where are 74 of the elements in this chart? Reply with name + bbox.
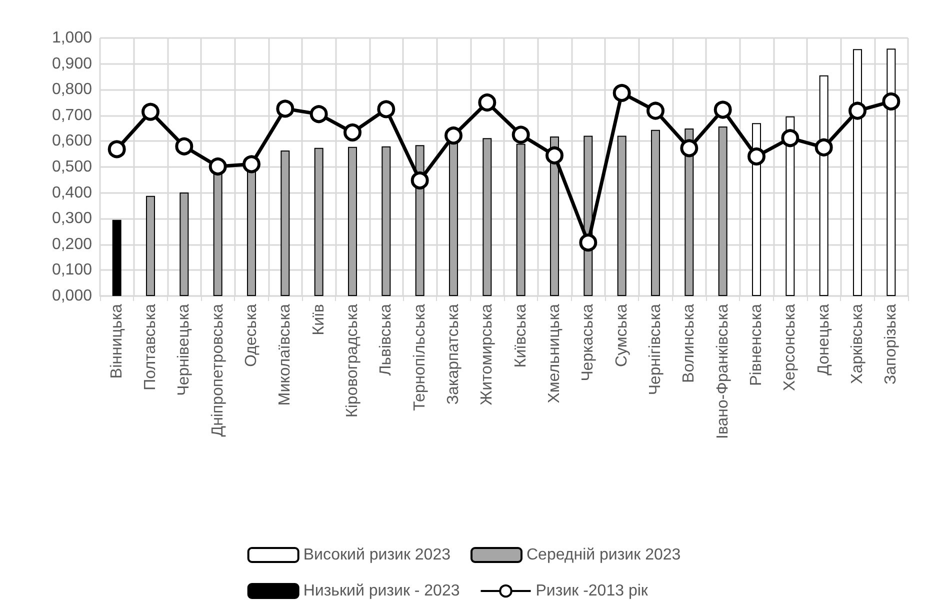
y-tick-label: 0,900 [52,55,92,72]
bar [482,138,492,296]
point [142,102,160,121]
x-tick-label: Чернігівська [647,304,664,396]
x-tick-label: Кіровоградська [344,304,361,418]
legend-label: Низький ризик - 2023 [303,582,460,600]
y-tick-label: 0,300 [52,210,92,228]
x-tick-label: Київська [512,304,530,368]
point [512,126,530,144]
x-tick-label: Львівська [378,304,395,376]
point [781,129,800,148]
y-tick-label: 0,600 [52,132,92,150]
point [579,234,598,252]
x-tick-label: Сумська [613,304,630,367]
point [814,138,833,156]
point [478,94,496,112]
point [444,126,462,145]
point [242,155,260,174]
x-tick-label: Київ [310,304,328,336]
y-tick-label: 0,500 [52,158,92,176]
point [377,100,396,118]
legend-label: Ризик -2013 рік [536,582,649,600]
y-tick-label: 1,000 [52,30,92,46]
x-tick-label: Миколаївська [276,304,294,406]
x-tick-label: Житомирська [478,304,496,406]
bar [280,150,290,296]
point [108,140,126,158]
point [646,102,664,120]
x-tick-label: Волинська [680,304,698,383]
x-tick-label: Одеська [243,304,260,367]
point [882,92,900,110]
point [612,84,631,102]
x-tick-label: Запорізька [882,304,900,384]
point [714,100,732,119]
point [175,137,194,156]
x-tick-label: Закарпатська [445,304,462,405]
legend-label: Середній ризик 2023 [526,546,681,564]
x-tick-label: Вінницька [108,304,126,379]
point [848,102,866,120]
point [410,171,429,190]
y-tick-label: 0,400 [52,184,92,202]
y-tick-label: 0,200 [52,236,92,253]
bar [180,192,189,296]
point [310,105,328,124]
x-tick-label: Івано-Франківська [714,304,732,439]
legend-label: Високий ризик 2023 [303,546,451,564]
bar [112,220,122,296]
y-tick-label: 0,000 [52,288,92,304]
point [344,123,362,142]
x-tick-label: Донецька [815,304,832,376]
bar [348,146,357,296]
x-tick-label: Херсонська [782,304,799,391]
point [546,146,564,164]
bar [314,148,324,296]
point [276,100,294,118]
bar [382,146,391,296]
x-tick-label: Харківська [849,304,866,384]
x-tick-label: Хмельницька [546,304,563,404]
y-tick-label: 0,100 [52,262,92,279]
x-tick-label: Чернівецька [176,304,193,396]
bar [718,126,728,296]
bar [651,130,660,296]
bar [146,196,155,296]
y-tick-label: 0,800 [52,81,92,98]
x-tick-label: Дніпропетровська [209,304,226,437]
point [680,139,698,158]
y-tick-label: 0,700 [52,106,92,124]
bar [617,136,626,296]
x-tick-label: Рівненська [748,304,765,386]
x-tick-label: Тернопільська [411,304,428,411]
x-tick-label: Полтавська [142,304,159,390]
x-tick-label: Черкаська [580,304,597,382]
point [748,147,766,166]
point [208,157,227,176]
